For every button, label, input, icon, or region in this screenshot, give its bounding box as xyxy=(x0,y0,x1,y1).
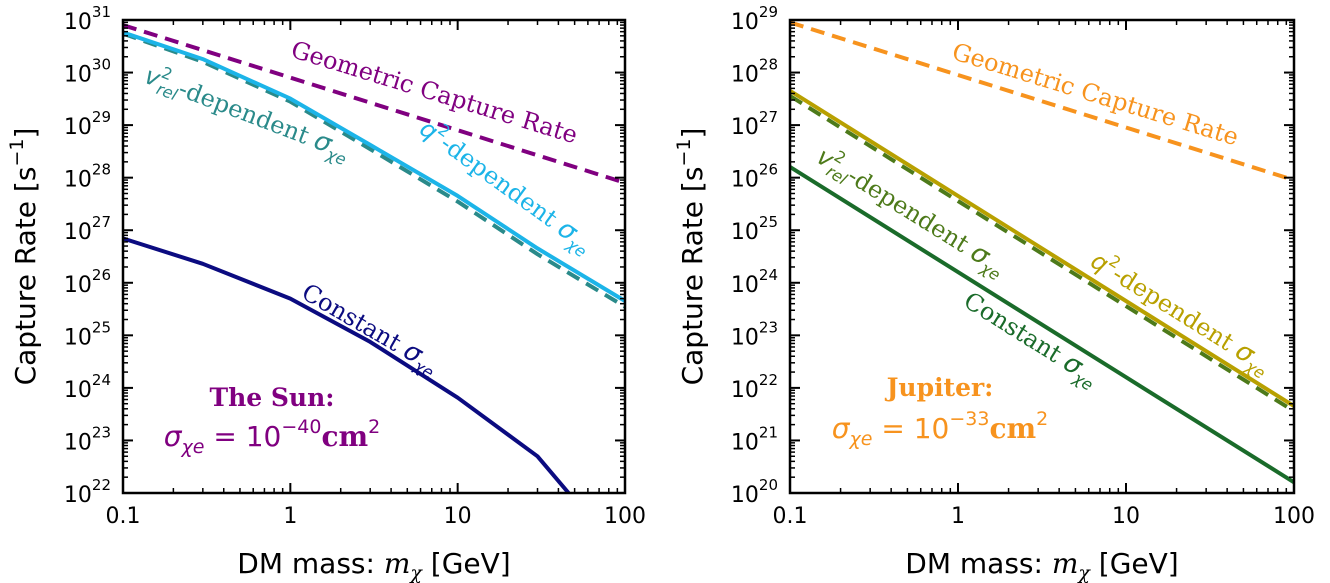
plot-frame xyxy=(788,18,1296,495)
series-line-constant-e xyxy=(123,236,571,493)
series-line-q-dependent-e xyxy=(790,89,1294,408)
series-line-q-dependent-e xyxy=(123,30,625,303)
annotation-title: The Sun: xyxy=(209,383,334,412)
series-group xyxy=(790,20,1294,484)
x-axis-label: DM mass: mχ [GeV] xyxy=(905,547,1178,583)
y-tick-label: 1022 xyxy=(64,476,111,508)
x-tick-label: 100 xyxy=(604,504,646,529)
y-tick-label: 1028 xyxy=(731,56,778,88)
series-line-geometric-capture-rate xyxy=(790,20,1294,183)
tick-marks xyxy=(789,20,1294,494)
y-tick-label: 1030 xyxy=(64,56,111,88)
x-tick-label: 1 xyxy=(283,504,297,529)
series-line-v-rel-dependent-e xyxy=(790,94,1294,413)
y-tick-label: 1021 xyxy=(731,423,778,455)
y-tick-label: 1027 xyxy=(64,213,111,245)
y-tick-label: 1029 xyxy=(731,3,778,35)
plot-frame xyxy=(121,18,627,495)
y-tick-label: 1028 xyxy=(64,161,111,193)
y-tick-label: 1024 xyxy=(731,266,778,298)
label-constant: Constant σχe xyxy=(295,277,444,382)
label-geometric-capture-rate: Geometric Capture Rate xyxy=(949,37,1242,151)
x-axis-label: DM mass: mχ [GeV] xyxy=(237,547,510,583)
right-panel-jupiter: 0.1 1 10 100 1020 1021 1022 1023 1024 1025 1026 102… xyxy=(673,3,1315,583)
y-tick-label: 1026 xyxy=(64,266,111,298)
annotation-title: Jupiter: xyxy=(885,373,994,402)
tick-marks xyxy=(122,20,625,494)
y-tick-label: 1025 xyxy=(64,318,111,350)
x-tick-label: 1 xyxy=(951,504,965,529)
label-q2-dependent: q2-dependent σχe xyxy=(1084,243,1278,383)
series-line-constant-e xyxy=(790,165,1294,484)
x-tick-label: 100 xyxy=(1273,504,1315,529)
y-tick-label: 1023 xyxy=(731,318,778,350)
x-tick-label: 0.1 xyxy=(106,504,141,529)
annotation-cross-section: σχe = 10−40cm2 xyxy=(164,416,380,458)
y-axis-label: Capture Rate [s−1] xyxy=(673,128,709,386)
left-panel-sun: 0.1 1 10 100 1022 1023 1024 1025 1026 1027 1028 102… xyxy=(6,3,646,583)
y-tick-label: 1020 xyxy=(731,476,778,508)
annotation-cross-section: σχe = 10−33cm2 xyxy=(832,408,1048,450)
y-tick-label: 1027 xyxy=(731,108,778,140)
x-tick-label: 10 xyxy=(1112,504,1140,529)
y-tick-label: 1025 xyxy=(731,213,778,245)
x-tick-label: 0.1 xyxy=(773,504,808,529)
y-tick-label: 1031 xyxy=(64,3,111,35)
x-tick-label: 10 xyxy=(444,504,472,529)
series-group xyxy=(123,23,625,493)
label-vrel-dependent: v2rel-dependent σχe xyxy=(139,58,355,169)
y-tick-label: 1029 xyxy=(64,108,111,140)
y-tick-label: 1023 xyxy=(64,423,111,455)
series-line-v-rel-dependent-e xyxy=(123,31,625,309)
y-tick-label: 1022 xyxy=(731,371,778,403)
y-tick-label: 1026 xyxy=(731,161,778,193)
y-axis-label: Capture Rate [s−1] xyxy=(6,128,42,386)
y-tick-label: 1024 xyxy=(64,371,111,403)
